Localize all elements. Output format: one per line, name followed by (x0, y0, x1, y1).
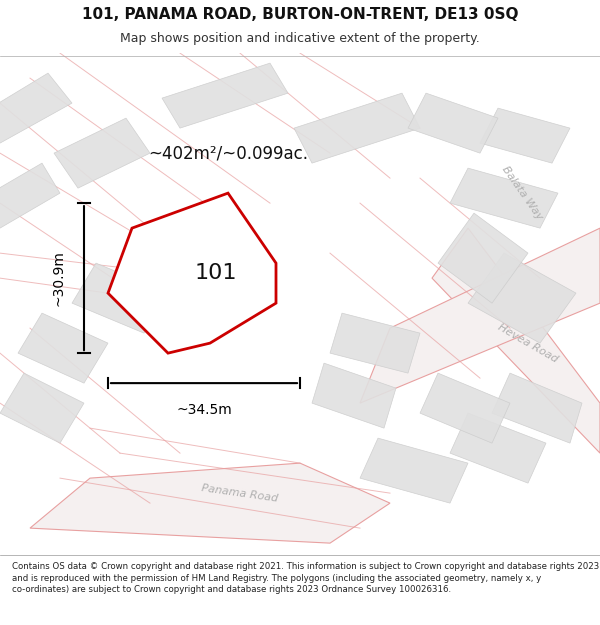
Polygon shape (108, 193, 276, 353)
Text: ~30.9m: ~30.9m (52, 250, 66, 306)
Polygon shape (30, 463, 390, 543)
Polygon shape (330, 313, 420, 373)
Polygon shape (492, 373, 582, 443)
Polygon shape (0, 373, 84, 443)
Polygon shape (162, 63, 288, 128)
Polygon shape (480, 108, 570, 163)
Polygon shape (72, 263, 168, 333)
Text: ~402m²/~0.099ac.: ~402m²/~0.099ac. (148, 144, 308, 162)
Polygon shape (294, 93, 420, 163)
Polygon shape (450, 168, 558, 228)
Polygon shape (438, 213, 528, 303)
Text: Hevea Road: Hevea Road (496, 322, 560, 364)
Polygon shape (0, 73, 72, 143)
Polygon shape (312, 363, 396, 428)
Polygon shape (360, 228, 600, 403)
Polygon shape (0, 163, 60, 228)
Polygon shape (18, 313, 108, 383)
Polygon shape (54, 118, 150, 188)
Text: Panama Road: Panama Road (201, 482, 279, 504)
Polygon shape (408, 93, 498, 153)
Polygon shape (468, 253, 576, 343)
Text: 101, PANAMA ROAD, BURTON-ON-TRENT, DE13 0SQ: 101, PANAMA ROAD, BURTON-ON-TRENT, DE13 … (82, 8, 518, 22)
Text: ~34.5m: ~34.5m (176, 403, 232, 417)
Polygon shape (360, 438, 468, 503)
Text: Balata Way: Balata Way (500, 164, 544, 222)
Polygon shape (450, 413, 546, 483)
Text: Contains OS data © Crown copyright and database right 2021. This information is : Contains OS data © Crown copyright and d… (12, 562, 599, 594)
Polygon shape (432, 228, 600, 453)
Polygon shape (420, 373, 510, 443)
Text: 101: 101 (195, 263, 237, 283)
Text: Map shows position and indicative extent of the property.: Map shows position and indicative extent… (120, 32, 480, 45)
